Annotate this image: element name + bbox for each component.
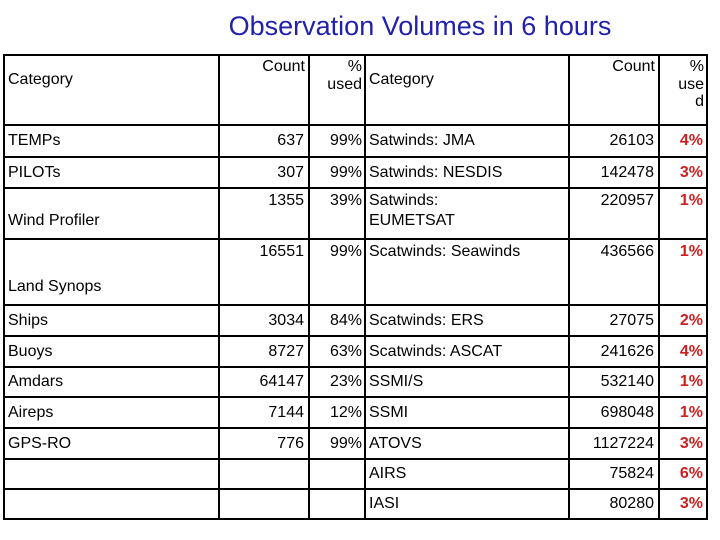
table-row: Land Synops 16551 99% Scatwinds: Seawind…	[3, 238, 708, 306]
table-row: Buoys 8727 63% Scatwinds: ASCAT 241626 4…	[3, 335, 708, 368]
cell-category-right: SSMI/S	[364, 366, 570, 398]
cell-category-right: SSMI	[364, 396, 570, 429]
cell-category-right: IASI	[364, 488, 570, 520]
cell-count-right: 220957	[568, 187, 660, 240]
cell-category-left: GPS-RO	[3, 427, 220, 460]
cell-count-left: 7144	[218, 396, 310, 429]
cell-pct-used-left	[308, 458, 366, 490]
cell-pct-used-right: 1%	[658, 238, 708, 306]
cell-category-left: Land Synops	[3, 238, 220, 306]
cell-count-right: 75824	[568, 458, 660, 490]
cell-count-right: 27075	[568, 304, 660, 337]
cell-count-right: 80280	[568, 488, 660, 520]
cell-pct-used-left: 99%	[308, 427, 366, 460]
table-row: PILOTs 307 99% Satwinds: NESDIS 142478 3…	[3, 156, 708, 189]
table-row: Amdars 64147 23% SSMI/S 532140 1%	[3, 366, 708, 398]
cell-pct-used-left: 39%	[308, 187, 366, 240]
cell-count-right: 142478	[568, 156, 660, 189]
table-row: Wind Profiler 1355 39% Satwinds: EUMETSA…	[3, 187, 708, 240]
cell-count-left	[218, 458, 310, 490]
header-pct-used-left: % used	[308, 54, 366, 126]
cell-category-left: PILOTs	[3, 156, 220, 189]
header-row: Category Count % used Category Count % u…	[3, 54, 708, 126]
cell-count-left: 776	[218, 427, 310, 460]
cell-pct-used-left	[308, 488, 366, 520]
table-row: AIRS 75824 6%	[3, 458, 708, 490]
cell-category-right: AIRS	[364, 458, 570, 490]
header-category-left: Category	[3, 54, 220, 126]
cell-pct-used-left: 99%	[308, 124, 366, 158]
cell-count-right: 436566	[568, 238, 660, 306]
cell-pct-used-left: 12%	[308, 396, 366, 429]
cell-count-right: 241626	[568, 335, 660, 368]
cell-count-left: 3034	[218, 304, 310, 337]
cell-category-right: Satwinds: NESDIS	[364, 156, 570, 189]
cell-pct-used-left: 63%	[308, 335, 366, 368]
cell-count-left: 637	[218, 124, 310, 158]
cell-category-right: Satwinds: JMA	[364, 124, 570, 158]
cell-category-right: Scatwinds: Seawinds	[364, 238, 570, 306]
cell-count-right: 26103	[568, 124, 660, 158]
cell-category-left	[3, 458, 220, 490]
cell-count-left: 1355	[218, 187, 310, 240]
cell-pct-used-left: 99%	[308, 156, 366, 189]
cell-category-left: Aireps	[3, 396, 220, 429]
slide-title: Observation Volumes in 6 hours	[228, 11, 612, 41]
cell-pct-used-left: 23%	[308, 366, 366, 398]
cell-pct-used-right: 4%	[658, 124, 708, 158]
cell-category-right: Scatwinds: ASCAT	[364, 335, 570, 368]
cell-pct-used-right: 6%	[658, 458, 708, 490]
cell-pct-used-left: 84%	[308, 304, 366, 337]
cell-category-right: Scatwinds: ERS	[364, 304, 570, 337]
cell-count-right: 698048	[568, 396, 660, 429]
header-count-right: Count	[568, 54, 660, 126]
cell-count-left: 64147	[218, 366, 310, 398]
cell-category-left: Wind Profiler	[3, 187, 220, 240]
table-row: Ships 3034 84% Scatwinds: ERS 27075 2%	[3, 304, 708, 337]
header-category-right: Category	[364, 54, 570, 126]
cell-count-left: 16551	[218, 238, 310, 306]
cell-category-left: Amdars	[3, 366, 220, 398]
cell-pct-used-right: 3%	[658, 488, 708, 520]
cell-pct-used-right: 2%	[658, 304, 708, 337]
cell-pct-used-left: 99%	[308, 238, 366, 306]
cell-pct-used-right: 3%	[658, 427, 708, 460]
cell-count-left: 8727	[218, 335, 310, 368]
cell-category-left	[3, 488, 220, 520]
table-row: Aireps 7144 12% SSMI 698048 1%	[3, 396, 708, 429]
table-row: GPS-RO 776 99% ATOVS 1127224 3%	[3, 427, 708, 460]
header-pct-used-right: % use d	[658, 54, 708, 126]
cell-count-left: 307	[218, 156, 310, 189]
cell-pct-used-right: 1%	[658, 366, 708, 398]
cell-count-left	[218, 488, 310, 520]
cell-pct-used-right: 3%	[658, 156, 708, 189]
cell-category-left: Buoys	[3, 335, 220, 368]
cell-count-right: 532140	[568, 366, 660, 398]
cell-category-left: TEMPs	[3, 124, 220, 158]
cell-pct-used-right: 4%	[658, 335, 708, 368]
cell-count-right: 1127224	[568, 427, 660, 460]
cell-pct-used-right: 1%	[658, 187, 708, 240]
cell-pct-used-right: 1%	[658, 396, 708, 429]
observation-volumes-table: Category Count % used Category Count % u…	[3, 54, 708, 520]
table-row: IASI 80280 3%	[3, 488, 708, 520]
cell-category-left: Ships	[3, 304, 220, 337]
cell-category-right: Satwinds: EUMETSAT	[364, 187, 570, 240]
header-count-left: Count	[218, 54, 310, 126]
table-row: TEMPs 637 99% Satwinds: JMA 26103 4%	[3, 124, 708, 158]
cell-category-right: ATOVS	[364, 427, 570, 460]
